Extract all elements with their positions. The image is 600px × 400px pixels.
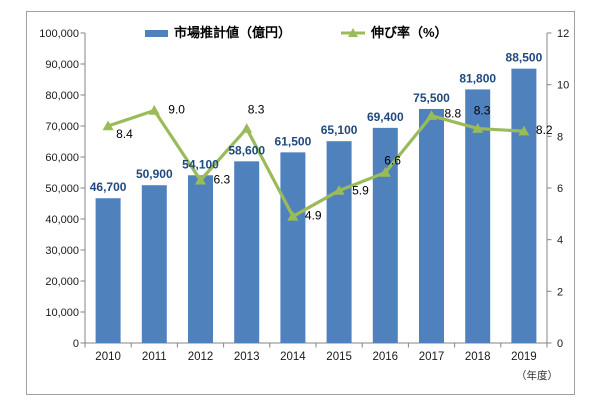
bar-value-label: 69,400	[367, 110, 404, 124]
right-axis-tick-label: 8	[557, 131, 563, 143]
left-axis-tick-label: 50,000	[45, 183, 79, 195]
bar-value-label: 50,900	[136, 167, 173, 181]
line-value-label: 9.0	[168, 103, 185, 117]
line-value-label: 6.6	[384, 154, 401, 168]
left-axis-tick-label: 30,000	[45, 245, 79, 257]
line-marker-2010	[102, 120, 114, 131]
x-axis-category-label: 2017	[419, 351, 445, 363]
growth-rate-line	[106, 108, 526, 219]
bar-2015	[326, 141, 352, 343]
x-axis-category-label: 2016	[373, 351, 399, 363]
line-marker-2016	[379, 167, 391, 177]
x-axis-category-label: 2018	[465, 351, 491, 363]
bar-value-label: 81,800	[459, 71, 496, 85]
bar-value-label: 54,100	[182, 157, 219, 171]
line-marker-2015	[333, 185, 345, 195]
right-axis-tick-label: 6	[557, 183, 563, 195]
line-series-swatch	[341, 28, 365, 37]
left-axis-tick-label: 10,000	[45, 307, 79, 319]
bar-2011	[141, 185, 167, 343]
bar-2019	[511, 68, 537, 344]
left-axis-tick-label: 60,000	[45, 152, 79, 164]
line-marker-2018	[472, 123, 484, 133]
x-axis-category-label: 2014	[280, 351, 306, 363]
x-axis-category-label: 2015	[326, 351, 352, 363]
bar-series-swatch	[145, 29, 168, 37]
legend-item-bar-series: 市場推計値（億円）	[145, 25, 291, 41]
line-value-label: 6.3	[214, 172, 231, 186]
left-axis-tick-label: 40,000	[45, 214, 79, 226]
line-marker-2013	[241, 123, 253, 133]
bar-2013	[234, 161, 260, 343]
bar-value-label: 58,600	[228, 143, 265, 157]
bar-2010	[95, 198, 121, 343]
right-axis-tick-label: 12	[557, 28, 569, 40]
left-axis-tick-label: 70,000	[45, 121, 79, 133]
bar-value-label: 61,500	[275, 134, 312, 148]
line-value-label: 8.3	[248, 103, 265, 117]
bar-value-label: 75,500	[413, 91, 450, 105]
bar-value-label: 65,100	[321, 123, 358, 137]
right-axis-tick-label: 2	[557, 286, 563, 298]
right-axis-tick-label: 10	[557, 80, 569, 92]
x-axis-category-label: 2013	[234, 351, 260, 363]
left-axis-tick-label: 80,000	[45, 90, 79, 102]
right-axis-tick-label: 4	[557, 235, 563, 247]
legend-label-line-series: 伸び率（%）	[371, 25, 448, 40]
bar-2012	[188, 175, 213, 343]
left-axis-tick-label: 0	[73, 338, 79, 350]
bar-2014	[280, 152, 306, 343]
x-axis-category-label: 2019	[511, 351, 537, 363]
right-axis-tick-label: 0	[557, 338, 563, 350]
line-value-label: 5.9	[352, 184, 369, 198]
legend-label-bar-series: 市場推計値（億円）	[174, 25, 292, 40]
line-marker-2014	[287, 210, 299, 221]
line-marker-2012	[195, 174, 206, 185]
x-axis-category-label: 2012	[188, 351, 214, 363]
line-value-label: 8.4	[116, 127, 133, 141]
line-marker-2011	[148, 105, 160, 115]
line-value-label: 8.2	[536, 123, 553, 137]
line-value-label: 4.9	[305, 208, 322, 222]
x-axis-category-label: 2011	[142, 351, 167, 363]
bar-2017	[419, 108, 444, 343]
bar-value-label: 46,700	[90, 180, 127, 194]
x-axis-unit-label: （年度）	[516, 370, 558, 382]
legend-triangle-marker-icon	[348, 28, 358, 37]
left-axis-tick-label: 20,000	[45, 276, 79, 288]
line-value-label: 8.3	[474, 104, 491, 118]
left-axis-tick-label: 100,000	[39, 28, 79, 40]
line-marker-2017	[426, 110, 437, 120]
left-axis-tick-label: 90,000	[45, 59, 79, 71]
x-axis-category-label: 2010	[95, 351, 121, 363]
line-value-label: 8.8	[445, 107, 462, 121]
line-marker-2019	[518, 125, 530, 136]
legend-item-line-series: 伸び率（%）	[341, 25, 448, 41]
bar-value-label: 88,500	[506, 51, 543, 65]
